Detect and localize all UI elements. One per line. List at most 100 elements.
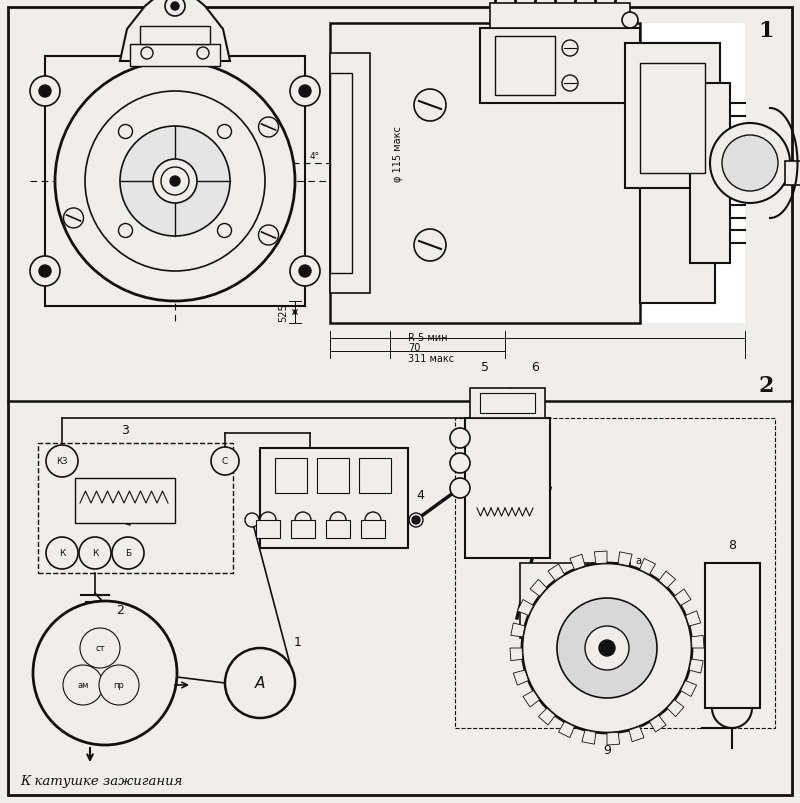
Text: R 5 мин: R 5 мин bbox=[408, 332, 447, 343]
Circle shape bbox=[295, 512, 311, 528]
Polygon shape bbox=[607, 732, 620, 745]
Circle shape bbox=[39, 86, 51, 98]
Circle shape bbox=[30, 77, 60, 107]
Text: 70: 70 bbox=[408, 343, 420, 353]
Circle shape bbox=[722, 136, 778, 192]
Text: Б: Б bbox=[125, 548, 131, 558]
Circle shape bbox=[63, 665, 103, 705]
Bar bbox=[130, 45, 220, 67]
Circle shape bbox=[118, 125, 133, 140]
Circle shape bbox=[120, 127, 230, 237]
Circle shape bbox=[299, 86, 311, 98]
Circle shape bbox=[290, 77, 320, 107]
Text: 3: 3 bbox=[122, 423, 130, 437]
Bar bbox=[330, 24, 640, 324]
Text: а: а bbox=[635, 556, 641, 565]
Text: 2: 2 bbox=[758, 374, 774, 397]
Bar bbox=[640, 44, 715, 304]
Circle shape bbox=[562, 41, 578, 57]
Bar bbox=[455, 418, 775, 728]
Polygon shape bbox=[558, 722, 574, 738]
Polygon shape bbox=[510, 648, 522, 661]
Circle shape bbox=[585, 626, 629, 671]
Circle shape bbox=[299, 266, 311, 278]
Polygon shape bbox=[686, 611, 701, 626]
Circle shape bbox=[80, 628, 120, 668]
Bar bbox=[330, 54, 370, 294]
Text: 311 макс: 311 макс bbox=[408, 353, 454, 364]
Bar bbox=[75, 479, 175, 524]
Polygon shape bbox=[530, 580, 547, 597]
Circle shape bbox=[46, 537, 78, 569]
Bar bbox=[317, 459, 349, 493]
Circle shape bbox=[599, 640, 615, 656]
Polygon shape bbox=[570, 555, 585, 570]
Circle shape bbox=[557, 598, 657, 698]
Text: К: К bbox=[92, 548, 98, 558]
Circle shape bbox=[522, 563, 692, 733]
Bar bbox=[495, 37, 555, 96]
Circle shape bbox=[153, 160, 197, 204]
Bar bbox=[140, 27, 210, 45]
Polygon shape bbox=[594, 552, 607, 564]
Bar bbox=[490, 4, 630, 29]
Text: 5: 5 bbox=[481, 361, 489, 373]
Bar bbox=[705, 563, 760, 708]
Text: 9: 9 bbox=[603, 743, 611, 756]
Bar bbox=[260, 448, 408, 548]
Text: 1: 1 bbox=[758, 20, 774, 42]
Circle shape bbox=[450, 429, 470, 448]
Text: пр: пр bbox=[114, 681, 125, 690]
Text: ам: ам bbox=[78, 681, 89, 690]
Polygon shape bbox=[120, 0, 230, 62]
Circle shape bbox=[211, 447, 239, 475]
Polygon shape bbox=[511, 623, 525, 637]
Text: 525: 525 bbox=[278, 304, 288, 322]
Circle shape bbox=[218, 224, 231, 238]
Circle shape bbox=[258, 226, 278, 246]
Circle shape bbox=[245, 513, 259, 528]
Bar bbox=[625, 44, 720, 189]
Circle shape bbox=[63, 209, 83, 229]
Bar bbox=[465, 418, 550, 558]
Bar bbox=[785, 161, 800, 185]
Circle shape bbox=[450, 479, 470, 499]
Polygon shape bbox=[691, 635, 704, 648]
Bar bbox=[359, 459, 391, 493]
Polygon shape bbox=[514, 671, 529, 685]
Circle shape bbox=[414, 90, 446, 122]
Circle shape bbox=[165, 0, 185, 17]
Circle shape bbox=[112, 537, 144, 569]
Circle shape bbox=[290, 257, 320, 287]
Circle shape bbox=[79, 537, 111, 569]
Polygon shape bbox=[618, 552, 632, 566]
Circle shape bbox=[197, 48, 209, 60]
Text: 7: 7 bbox=[638, 591, 646, 604]
Bar bbox=[520, 563, 630, 638]
Circle shape bbox=[55, 62, 295, 302]
Text: ст: ст bbox=[95, 644, 105, 653]
Text: 4: 4 bbox=[416, 488, 424, 501]
Text: 6: 6 bbox=[531, 361, 539, 373]
Text: 2: 2 bbox=[116, 603, 124, 616]
Bar bbox=[480, 29, 640, 104]
Circle shape bbox=[141, 48, 153, 60]
Circle shape bbox=[99, 665, 139, 705]
Circle shape bbox=[450, 454, 470, 474]
Circle shape bbox=[118, 224, 133, 238]
Polygon shape bbox=[523, 691, 539, 707]
Circle shape bbox=[710, 124, 790, 204]
Bar bbox=[361, 520, 385, 538]
Bar bbox=[275, 459, 307, 493]
Circle shape bbox=[365, 512, 381, 528]
Circle shape bbox=[258, 118, 278, 138]
Polygon shape bbox=[518, 600, 534, 616]
Circle shape bbox=[171, 3, 179, 11]
Bar bbox=[38, 443, 233, 573]
Text: 4°: 4° bbox=[310, 152, 320, 161]
Bar bbox=[470, 389, 545, 418]
Circle shape bbox=[409, 513, 423, 528]
Bar bbox=[45, 57, 305, 307]
Circle shape bbox=[622, 13, 638, 29]
Circle shape bbox=[330, 512, 346, 528]
